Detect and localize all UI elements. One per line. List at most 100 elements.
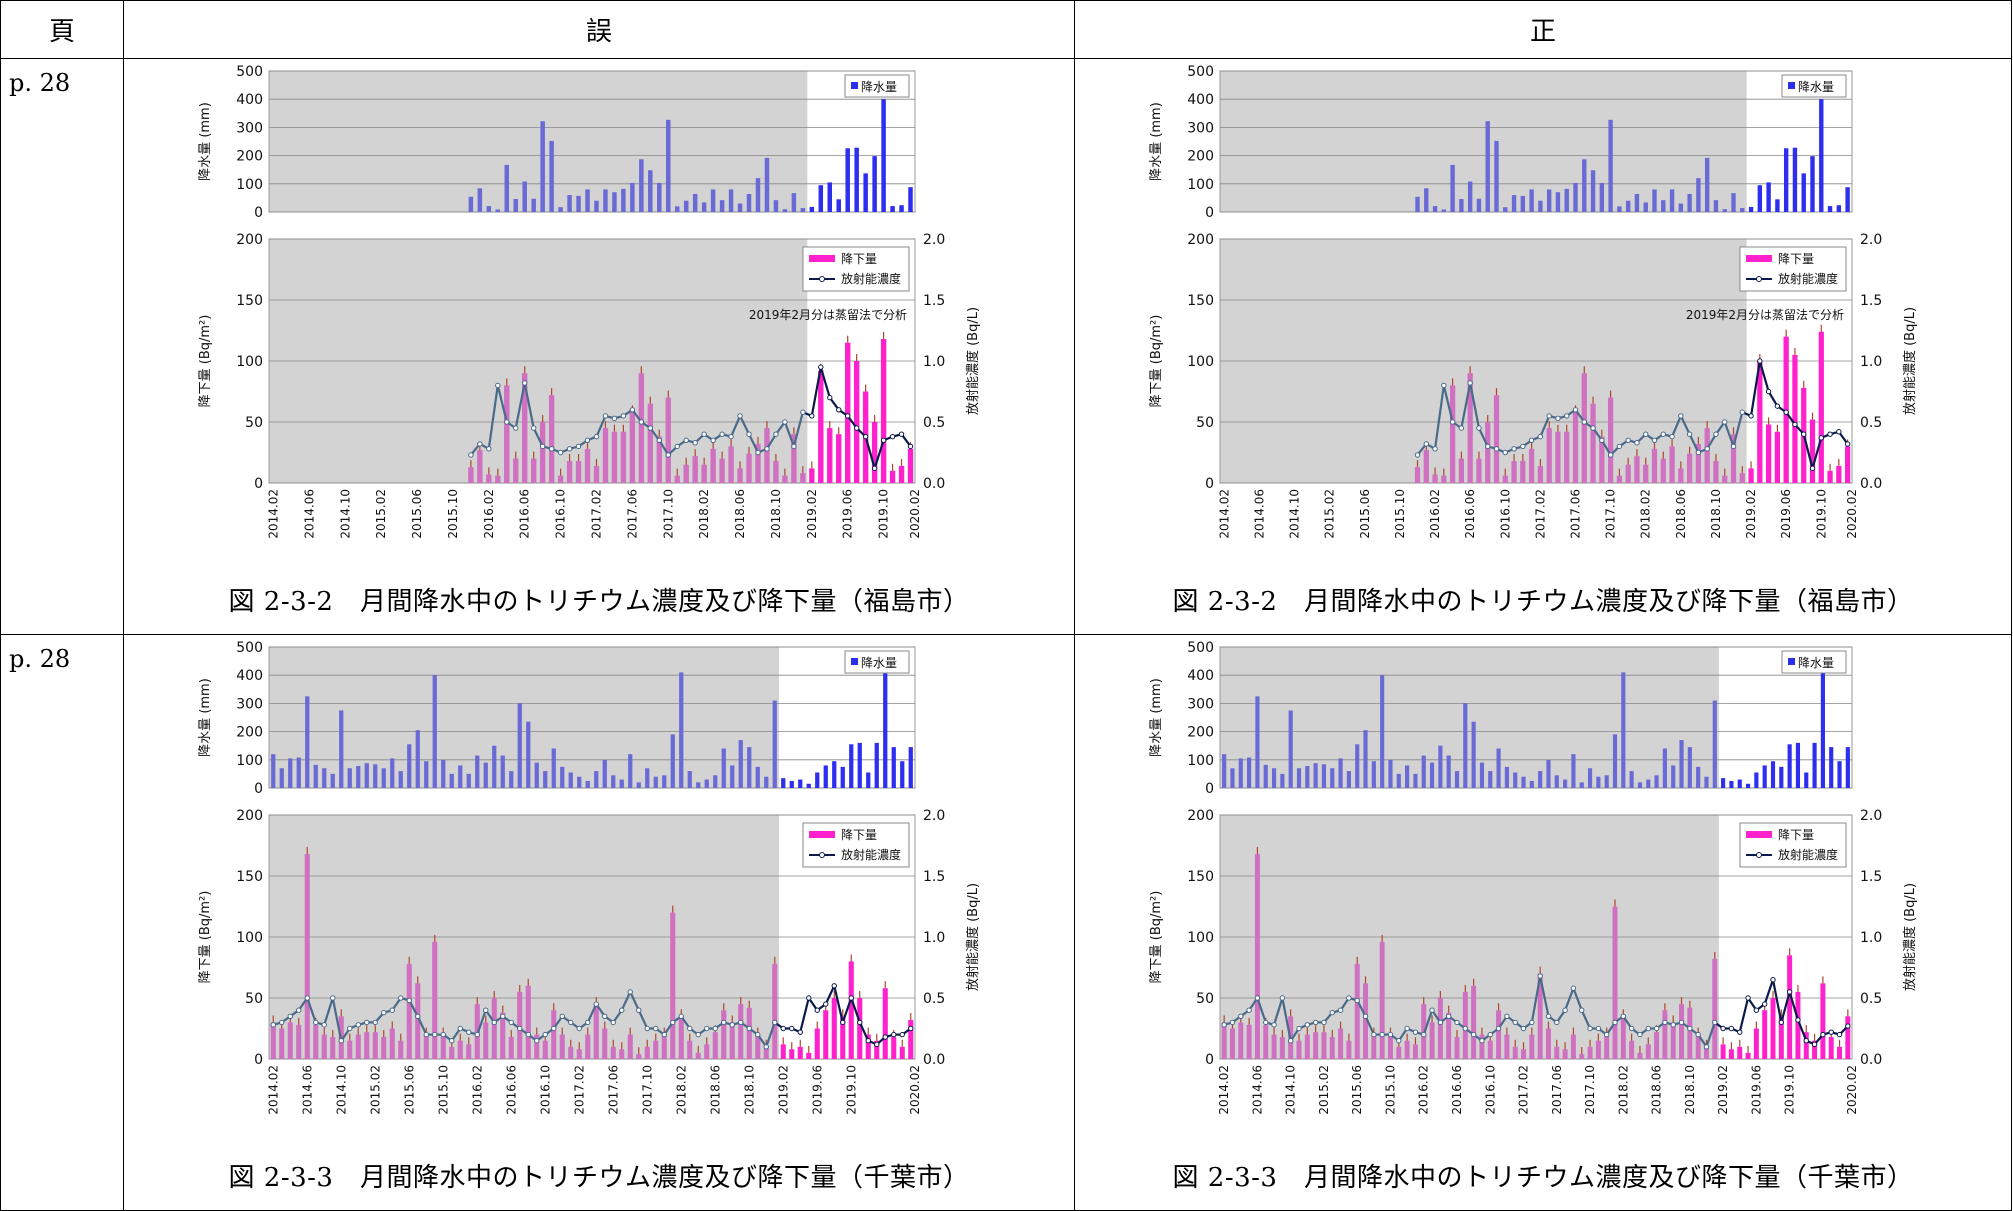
precip-bar xyxy=(1757,185,1763,212)
precip-bar xyxy=(1766,182,1771,212)
deposition-bar xyxy=(1678,468,1684,483)
precip-bar xyxy=(854,147,859,212)
deposition-bar xyxy=(440,1034,446,1059)
concentration-point xyxy=(737,413,743,419)
concentration-line xyxy=(783,421,795,447)
concentration-point xyxy=(423,1031,429,1038)
deposition-bar xyxy=(1502,475,1508,483)
deposition-bar xyxy=(1837,1046,1843,1059)
deposition-bar xyxy=(882,988,888,1059)
concentration-line xyxy=(620,991,632,1011)
precip-bar xyxy=(818,185,824,212)
deposition-bar xyxy=(313,1024,319,1059)
x-tick-label: 2017.02 xyxy=(1533,489,1547,539)
deposition-bar xyxy=(1570,1034,1576,1059)
concentration-point xyxy=(627,989,633,995)
deposition-bar xyxy=(1737,1046,1743,1059)
deposition-bar xyxy=(381,1037,387,1059)
y-tick-label: 0 xyxy=(1205,1052,1214,1068)
deposition-bar xyxy=(1620,1016,1626,1059)
precip-bar xyxy=(1599,182,1605,212)
precip-bar xyxy=(534,762,539,788)
x-tick-label: 2016.02 xyxy=(470,1065,484,1115)
precip-bar xyxy=(863,173,868,212)
concentration-point xyxy=(1445,1013,1452,1019)
concentration-point xyxy=(1670,1022,1676,1028)
x-tick-label: 2015.06 xyxy=(1350,1065,1364,1115)
precip-bar xyxy=(1748,206,1754,212)
deposition-bar xyxy=(1730,434,1737,483)
precip-bar xyxy=(704,779,709,788)
deposition-bar xyxy=(1812,1040,1818,1059)
precip-bar xyxy=(1413,773,1418,788)
precip-bar xyxy=(576,195,581,212)
y-tick-label: 500 xyxy=(236,64,263,80)
deposition-bar xyxy=(683,464,689,483)
precip-bar xyxy=(815,772,820,788)
precip-bar xyxy=(407,744,412,788)
deposition-bar xyxy=(551,1010,557,1059)
precip-bar xyxy=(747,747,752,788)
deposition-bar xyxy=(764,428,770,483)
concentration-point xyxy=(575,443,582,450)
x-tick-label: 2015.10 xyxy=(446,489,460,539)
concentration-point xyxy=(557,449,564,456)
concentration-point xyxy=(1809,465,1816,472)
precip-bar xyxy=(486,206,492,212)
precip-bar xyxy=(441,759,446,788)
concentration-point xyxy=(857,1019,863,1026)
concentration-point xyxy=(1660,431,1666,437)
y-tick-label: 300 xyxy=(1187,120,1214,136)
precip-bar xyxy=(781,778,786,788)
deposition-bar xyxy=(1820,983,1826,1059)
deposition-bar xyxy=(880,339,887,483)
precip-bar xyxy=(1845,187,1850,212)
concentration-point xyxy=(1229,1019,1236,1026)
deposition-bar xyxy=(738,1004,744,1059)
precip-bar xyxy=(585,780,590,788)
concentration-line xyxy=(792,411,804,447)
concentration-point xyxy=(381,1009,387,1016)
x-tick-label: 2015.02 xyxy=(374,489,388,539)
concentration-point xyxy=(1528,437,1535,443)
deposition-bar xyxy=(1414,467,1421,483)
concentration-point xyxy=(508,1019,514,1026)
precip-bar xyxy=(1792,147,1798,212)
concentration-point xyxy=(818,364,824,370)
deposition-bar xyxy=(823,1010,829,1059)
concentration-point xyxy=(1414,452,1421,458)
precip-bar xyxy=(908,187,913,212)
concentration-point xyxy=(1616,443,1623,450)
concentration-point xyxy=(1454,1019,1460,1026)
concentration-point xyxy=(1504,1013,1510,1019)
concentration-point xyxy=(898,431,905,437)
legend-box xyxy=(844,650,910,674)
precip-bar xyxy=(1429,762,1435,788)
legend-conc-label: 放射能濃度 xyxy=(841,271,901,286)
precip-bar xyxy=(657,182,662,212)
precip-bar xyxy=(1476,198,1482,212)
precip-bar xyxy=(755,766,760,788)
precip-bar xyxy=(1775,199,1780,212)
precip-bar xyxy=(1355,744,1360,788)
concentration-point xyxy=(457,1025,463,1032)
concentration-axis-label: 放射能濃度 (Bq/L) xyxy=(1902,307,1918,415)
deposition-bar xyxy=(1625,464,1631,483)
concentration-line xyxy=(1811,437,1823,469)
x-tick-label: 2019.06 xyxy=(810,1065,824,1115)
concentration-point xyxy=(831,983,837,989)
x-tick-label: 2014.06 xyxy=(300,1065,314,1115)
x-tick-label: 2018.02 xyxy=(697,489,711,539)
precip-bar xyxy=(1661,200,1666,212)
deposition-bar xyxy=(874,1040,880,1059)
deposition-bar xyxy=(1479,1034,1485,1059)
y-tick-label: 100 xyxy=(236,354,263,370)
concentration-point xyxy=(1720,1025,1726,1032)
concentration-point xyxy=(296,1007,302,1013)
concentration-point xyxy=(1246,1007,1252,1013)
precip-bar xyxy=(568,772,573,788)
concentration-line xyxy=(1256,997,1267,1023)
x-tick-label: 2018.02 xyxy=(1639,489,1653,539)
precip-bar xyxy=(1608,119,1613,212)
concentration-point xyxy=(1562,1007,1568,1013)
